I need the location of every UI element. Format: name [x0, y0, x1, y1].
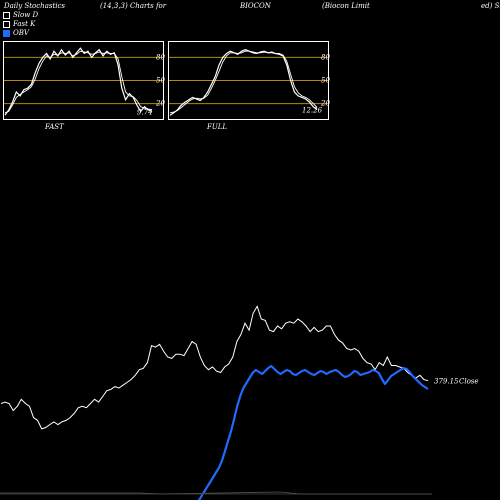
fast-y-tick-label: 20	[155, 100, 165, 108]
volume-trace-line	[0, 491, 432, 495]
legend-slow-d-swatch	[3, 11, 10, 19]
full-panel-title: FULL	[207, 123, 228, 131]
fast-y-tick-label: 50	[156, 77, 165, 85]
obv-line	[197, 364, 429, 500]
legend-obv: OBV	[3, 29, 29, 37]
full-y-tick-label: 50	[321, 77, 330, 85]
full-series-full-d-line	[169, 50, 318, 114]
full-series-full-k-line	[169, 49, 318, 116]
fast-panel-title: FAST	[45, 123, 64, 131]
company-name-part-2: ed) St	[481, 2, 500, 10]
company-name-part-1: (Biocon Limit	[322, 2, 370, 10]
fast-series-fast-k-line	[4, 47, 153, 116]
chart-symbol: BIOCON	[240, 2, 271, 10]
legend-obv-label: OBV	[13, 29, 29, 37]
legend-fast-k-label: Fast K	[13, 20, 36, 28]
legend-fast-k: Fast K	[3, 20, 35, 28]
full-stochastic-panel	[168, 41, 329, 120]
fast-stochastic-panel	[3, 41, 164, 120]
fast-last-value-label: 9.74	[137, 109, 153, 117]
legend-slow-d-label: Slow D	[13, 11, 39, 19]
legend-slow-d: Slow D	[3, 11, 38, 19]
legend-fast-k-swatch	[3, 20, 10, 28]
full-y-tick-label: 20	[320, 100, 330, 108]
chart-params: (14,3,3) Charts for	[100, 2, 167, 10]
full-y-tick-label: 80	[321, 53, 330, 61]
close-price-line	[0, 305, 429, 430]
fast-series-slow-d-line	[4, 50, 153, 114]
chart-title: Daily Stochastics	[4, 2, 66, 10]
close-last-value-label: 379.15	[434, 378, 459, 386]
full-last-value-label: 12.26	[302, 107, 323, 115]
close-series-label: Close	[459, 378, 479, 386]
legend-obv-swatch	[3, 29, 10, 37]
fast-y-tick-label: 80	[156, 53, 165, 61]
